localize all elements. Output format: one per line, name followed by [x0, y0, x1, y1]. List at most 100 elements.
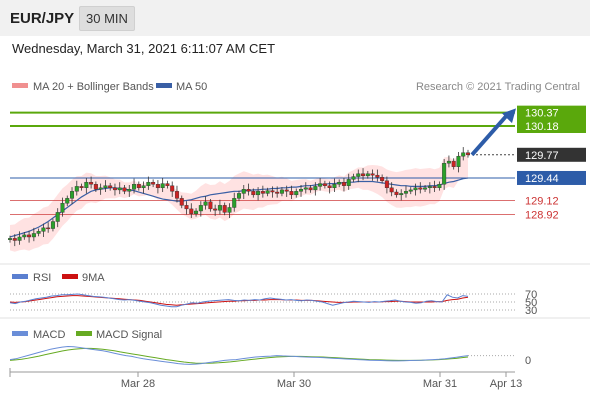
- candle-body-92: [446, 160, 451, 164]
- x-axis: Mar 28 Mar 30 Mar 31 Apr 13: [9, 368, 522, 390]
- candle-body-5: [31, 233, 36, 238]
- candle-body-17: [89, 181, 94, 185]
- level-label-bg-0: [517, 105, 586, 120]
- legend-ma20: MA 20 + Bollinger Bands: [33, 81, 154, 93]
- candle-body-50: [246, 189, 251, 192]
- candle-body-3: [22, 234, 27, 238]
- level-label-bg-3: [517, 170, 586, 185]
- timeframe-button[interactable]: 30 MIN: [79, 6, 135, 31]
- legend-macd: MACD: [33, 329, 65, 341]
- candle-body-49: [241, 189, 246, 194]
- legend-9ma: 9MA: [82, 272, 105, 284]
- candle-body-83: [403, 191, 408, 194]
- candle-body-54: [265, 190, 270, 194]
- candle-body-93: [451, 160, 456, 167]
- candle-body-4: [27, 234, 32, 238]
- candle-body-64: [313, 186, 318, 191]
- candle-body-60: [294, 191, 299, 196]
- candle-body-61: [299, 189, 304, 192]
- candle-body-45: [222, 205, 227, 213]
- legend-swatch-macd-signal: [76, 331, 92, 336]
- symbol-title: EUR/JPY: [10, 10, 75, 27]
- candle-body-78: [380, 177, 385, 181]
- level-label-3: 129.44: [525, 173, 559, 185]
- candle-body-30: [151, 181, 156, 185]
- candle-body-77: [375, 174, 380, 178]
- x-tick-label-2: Mar 31: [423, 378, 457, 390]
- candle-body-84: [408, 189, 413, 192]
- level-label-1: 130.18: [525, 121, 559, 133]
- candle-body-71: [346, 179, 351, 186]
- candle-body-52: [256, 191, 261, 196]
- level-label-5: 128.92: [525, 209, 559, 221]
- legend-swatch-9ma: [62, 274, 78, 279]
- candle-body-73: [356, 173, 361, 177]
- candle-body-85: [413, 187, 418, 191]
- x-tick-label-0: Mar 28: [121, 378, 155, 390]
- candle-body-44: [217, 205, 222, 211]
- candle-body-32: [160, 183, 165, 189]
- macd-panel: 0: [9, 345, 531, 367]
- level-label-2: 129.77: [525, 150, 559, 162]
- candle-body-37: [184, 205, 189, 210]
- candle-body-75: [365, 173, 370, 177]
- candle-body-56: [275, 191, 280, 194]
- candle-body-29: [146, 181, 151, 186]
- candle-body-91: [442, 163, 447, 185]
- candle-body-55: [270, 190, 275, 193]
- candle-body-88: [427, 186, 432, 189]
- candle-body-89: [432, 186, 437, 189]
- candle-body-95: [461, 152, 466, 157]
- candle-body-35: [174, 191, 179, 199]
- candle-body-12: [65, 198, 70, 204]
- forecast-arrow-head: [502, 108, 516, 124]
- macd-line: [9, 345, 469, 365]
- candle-body-14: [74, 186, 79, 192]
- candle-body-41: [203, 201, 208, 206]
- legend-swatch-ma50: [156, 83, 172, 88]
- level-label-bg-1: [517, 118, 586, 133]
- candle-body-6: [36, 231, 41, 234]
- candle-body-38: [189, 208, 194, 214]
- x-tick-label-1: Mar 30: [277, 378, 311, 390]
- candle-body-27: [136, 184, 141, 189]
- rsi-tick-1: 50: [525, 297, 537, 309]
- candle-body-74: [361, 173, 366, 177]
- legend-swatch-ma20: [12, 83, 28, 88]
- candle-body-2: [17, 236, 22, 241]
- level-label-0: 130.37: [525, 108, 559, 120]
- candle-body-47: [232, 198, 237, 208]
- legend-swatch-rsi: [12, 274, 28, 279]
- rsi-tick-2: 30: [525, 305, 537, 317]
- candle-body-67: [327, 185, 332, 189]
- candle-body-58: [284, 189, 289, 192]
- candle-body-36: [179, 198, 184, 206]
- candle-body-87: [423, 187, 428, 190]
- candle-body-15: [79, 186, 84, 189]
- credit-text: Research © 2021 Trading Central: [416, 81, 580, 93]
- candle-body-57: [279, 189, 284, 194]
- candle-body-20: [103, 185, 108, 189]
- candle-body-82: [399, 193, 404, 196]
- candle-body-86: [418, 187, 423, 190]
- candle-body-81: [394, 191, 399, 196]
- forecast-arrow-shaft: [470, 112, 510, 157]
- candle-body-9: [50, 221, 55, 229]
- legend-macd-signal: MACD Signal: [96, 329, 162, 341]
- level-label-bg-2: [517, 147, 586, 162]
- candle-body-79: [384, 180, 389, 189]
- candle-body-23: [117, 187, 122, 191]
- candle-body-13: [70, 191, 75, 199]
- candle-body-22: [112, 187, 117, 191]
- candle-body-16: [84, 181, 89, 189]
- candle-body-26: [132, 184, 137, 190]
- candle-body-65: [318, 183, 323, 187]
- candle-body-90: [437, 184, 442, 189]
- candle-body-7: [41, 227, 46, 232]
- candle-body-40: [198, 205, 203, 212]
- candle-body-18: [93, 184, 98, 190]
- candle-body-96: [466, 152, 471, 155]
- candle-body-19: [98, 187, 103, 190]
